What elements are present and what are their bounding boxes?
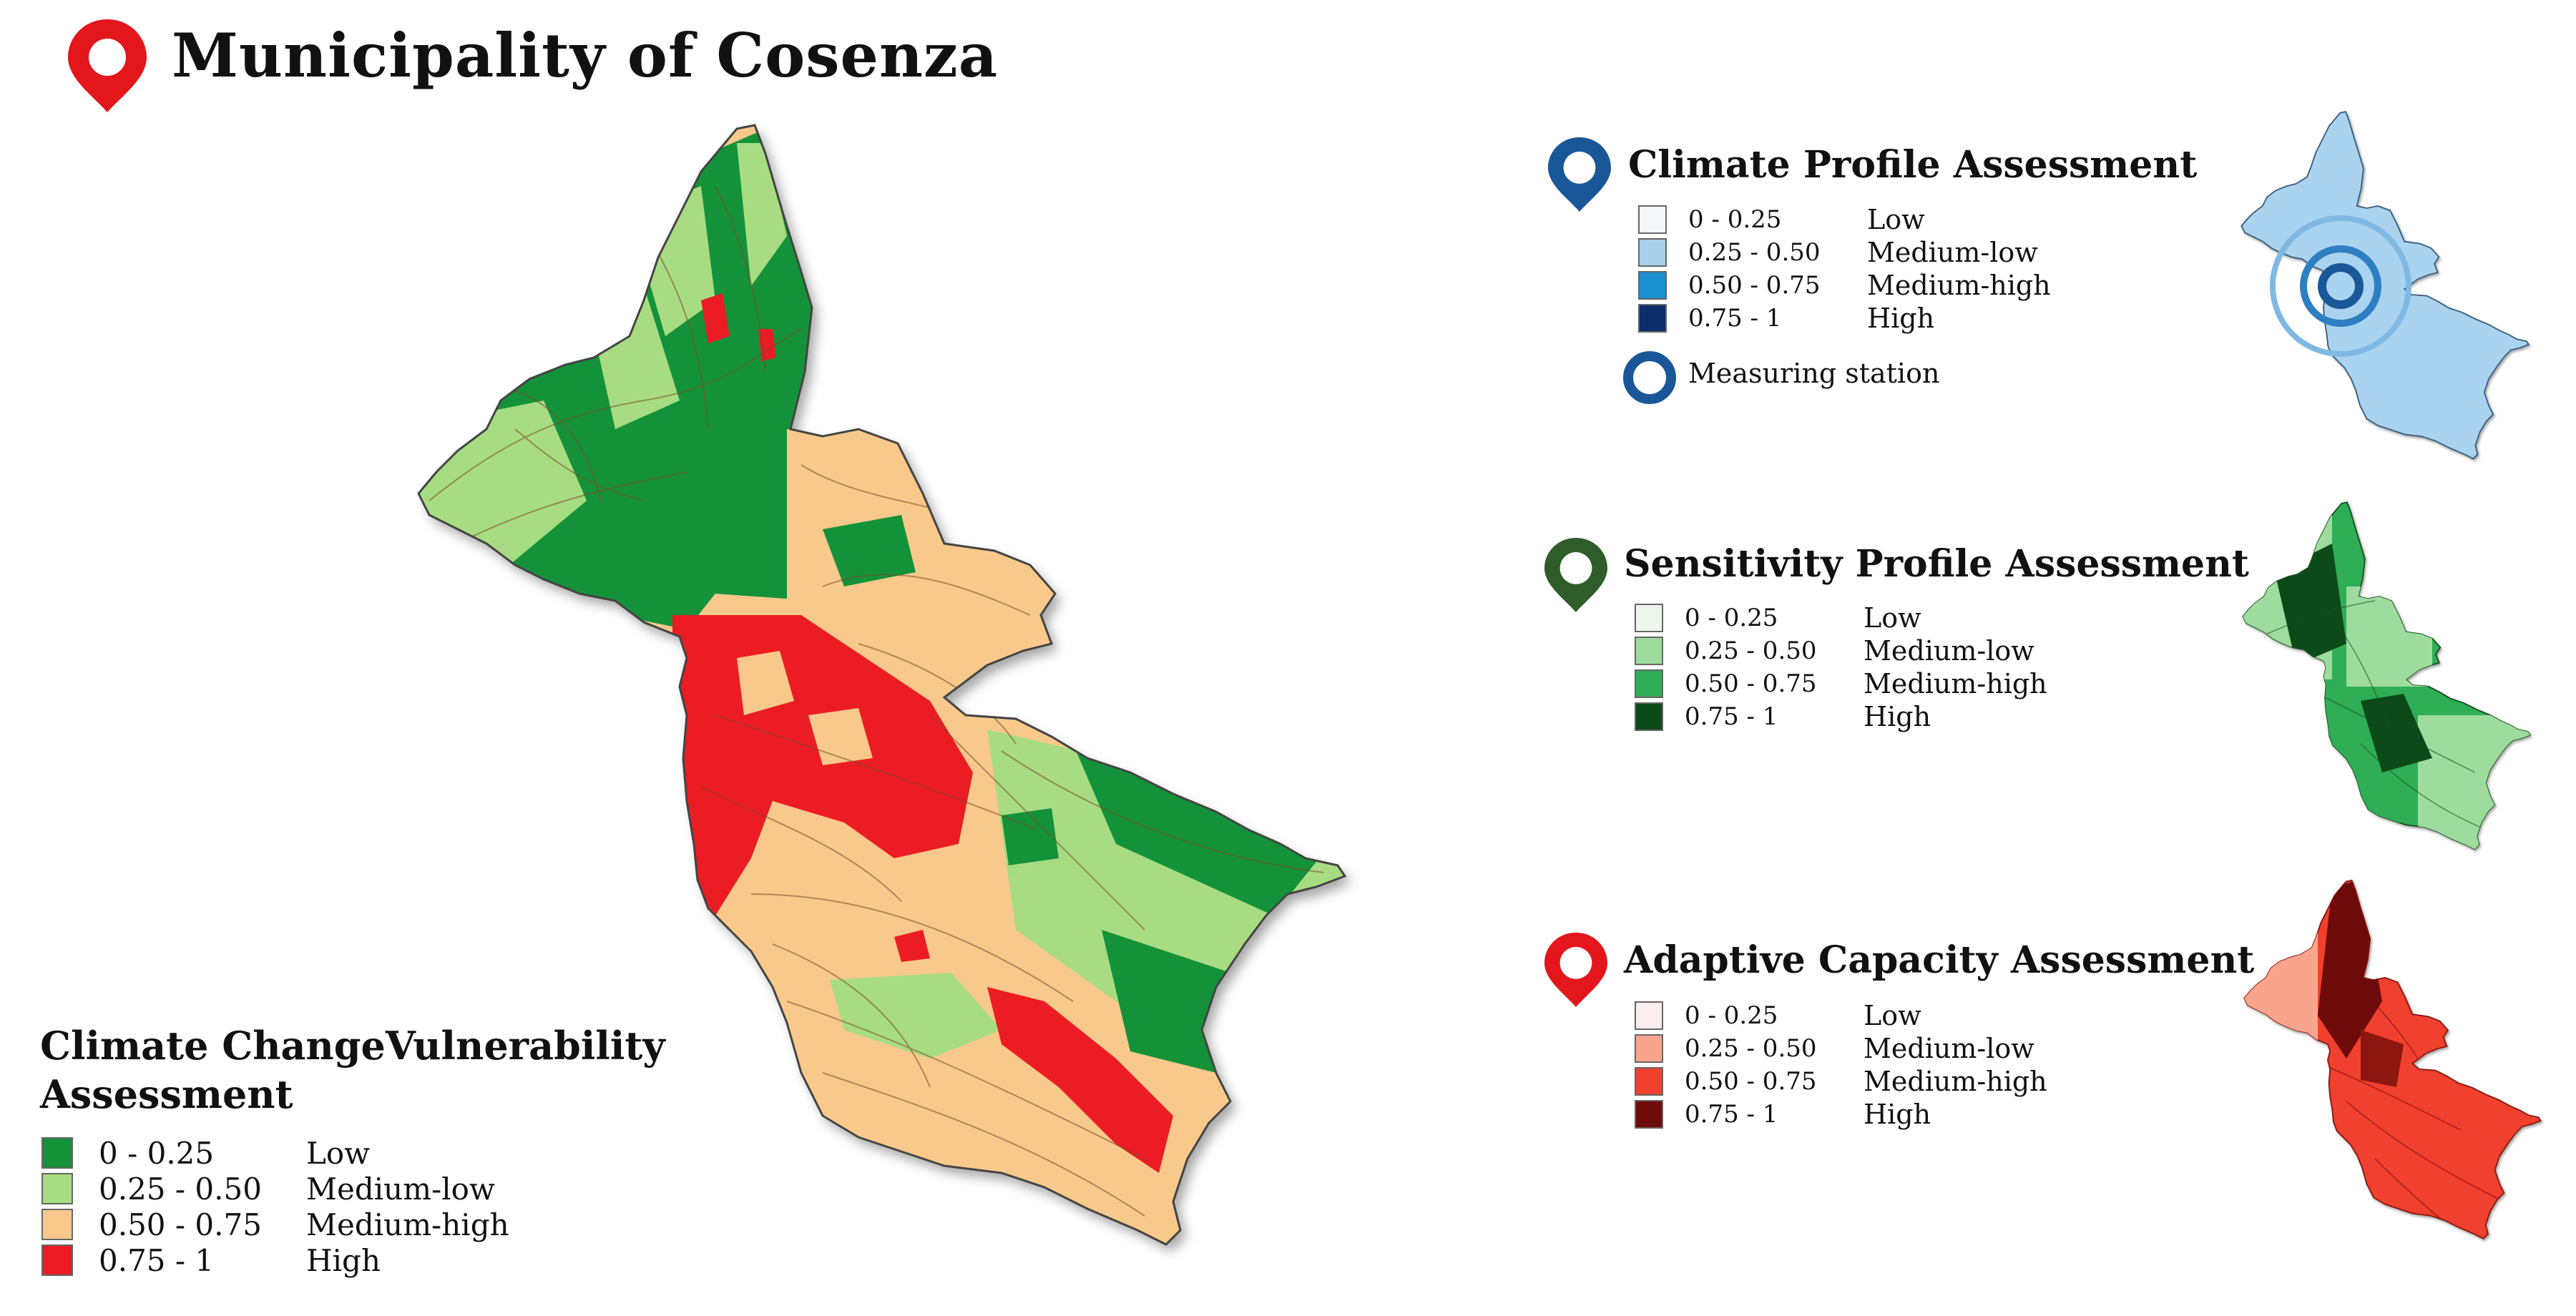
sensitivity-location-pin-icon	[1544, 538, 1607, 612]
legend-swatch	[41, 1137, 73, 1169]
adaptive-capacity-legend-row: 0.50 - 0.75 Medium-high	[1635, 1066, 2047, 1097]
climate-profile-legend-row: 0.75 - 1 High	[1638, 303, 1934, 334]
zone-high-south	[987, 987, 1173, 1173]
adaptive-capacity-legend-row: 0.75 - 1 High	[1635, 1099, 1931, 1130]
legend-level: High	[1864, 701, 1931, 732]
legend-swatch	[1635, 669, 1663, 698]
legend-swatch	[1635, 1067, 1663, 1096]
main-map-legend-row: 0.50 - 0.75 Medium-high	[41, 1207, 509, 1242]
legend-swatch	[41, 1173, 73, 1204]
legend-level: Medium-high	[1867, 270, 2051, 301]
legend-range: 0 - 0.25	[1685, 1001, 1778, 1030]
zone-medium-high-central-3	[758, 830, 830, 887]
main-map-legend-row: 0.75 - 1 High	[41, 1242, 381, 1278]
legend-swatch	[1638, 238, 1667, 267]
adaptive-capacity-legend-row: 0 - 0.25 Low	[1635, 1000, 1921, 1031]
main-map-legend-row: 0 - 0.25 Low	[41, 1135, 371, 1171]
legend-swatch	[41, 1244, 73, 1276]
legend-swatch	[1635, 702, 1663, 731]
adaptive-capacity-map	[2243, 880, 2542, 1239]
sensitivity-profile-legend-row: 0.75 - 1 High	[1635, 701, 1931, 732]
legend-swatch	[1635, 1100, 1663, 1129]
sensitivity-profile-title: Sensitivity Profile Assessment	[1624, 542, 2249, 586]
legend-level: High	[1867, 303, 1935, 334]
zone-medium-low-south	[830, 973, 1001, 1059]
legend-range: 0.50 - 0.75	[1685, 1067, 1817, 1096]
legend-range: 0.50 - 0.75	[1685, 669, 1817, 698]
legend-swatch	[1635, 1001, 1663, 1030]
climate-profile-legend-row: 0.50 - 0.75 Medium-high	[1638, 270, 2051, 301]
legend-range: 0.50 - 0.75	[1688, 271, 1821, 300]
climate-profile-legend-row: 0.25 - 0.50 Medium-low	[1638, 237, 2038, 268]
legend-level: High	[1864, 1099, 1931, 1130]
zone-medium-high-central-1	[737, 651, 794, 715]
adaptive-location-pin-icon	[1544, 933, 1607, 1007]
legend-level: Medium-low	[306, 1171, 495, 1207]
legend-range: 0.25 - 0.50	[1688, 238, 1821, 267]
zone-low-east-1	[823, 515, 916, 586]
measuring-station-icon	[1623, 351, 1676, 404]
climate-profile-legend-row: 0 - 0.25 Low	[1638, 204, 1925, 235]
legend-range: 0.75 - 1	[1685, 1100, 1778, 1129]
legend-range: 0 - 0.25	[99, 1135, 215, 1171]
zone-medium-high-central-2	[808, 708, 873, 765]
legend-swatch	[1638, 271, 1667, 300]
legend-level: Medium-high	[1864, 1066, 2047, 1097]
legend-level: Low	[1864, 602, 1921, 634]
sensitivity-profile-legend-row: 0 - 0.25 Low	[1635, 602, 1921, 634]
legend-range: 0.75 - 1	[1688, 304, 1782, 333]
legend-swatch	[41, 1209, 73, 1240]
legend-level: Low	[1864, 1000, 1921, 1031]
legend-level: Medium-low	[1867, 237, 2038, 268]
zone-medium-low-north-3	[737, 143, 787, 286]
sensitivity-profile-map	[2242, 501, 2531, 850]
zone-low-southeast-1	[1073, 744, 1331, 915]
vulnerability-legend-title-1: Climate ChangeVulnerability	[40, 1023, 665, 1069]
legend-swatch	[1638, 304, 1667, 333]
legend-swatch	[1635, 604, 1663, 632]
zone-high-south-2	[894, 930, 930, 962]
legend-swatch	[1635, 637, 1663, 665]
legend-level: Low	[1867, 204, 1925, 235]
sensitivity-profile-legend-row: 0.50 - 0.75 Medium-high	[1635, 668, 2047, 699]
legend-swatch	[1638, 205, 1667, 234]
legend-level: Medium-low	[1864, 1033, 2034, 1064]
legend-range: 0.25 - 0.50	[1685, 637, 1817, 665]
zone-low-southeast-2	[1102, 930, 1230, 1073]
legend-level: Medium-low	[1864, 635, 2034, 667]
main-map-legend-row: 0.25 - 0.50 Medium-low	[41, 1171, 495, 1207]
measuring-station-label: Measuring station	[1688, 358, 1940, 389]
zone-low-southeast-3	[1001, 808, 1059, 865]
legend-level: Low	[306, 1135, 371, 1171]
climate-profile-title: Climate Profile Assessment	[1628, 143, 2198, 187]
legend-level: High	[306, 1242, 381, 1278]
legend-range: 0.75 - 1	[99, 1242, 215, 1278]
legend-range: 0 - 0.25	[1688, 205, 1782, 234]
legend-level: Medium-high	[306, 1207, 509, 1242]
legend-range: 0.75 - 1	[1685, 702, 1778, 731]
adaptive-capacity-title: Adaptive Capacity Assessment	[1624, 938, 2255, 982]
page-title: Municipality of Cosenza	[172, 20, 999, 91]
legend-level: Medium-high	[1864, 668, 2047, 699]
legend-swatch	[1635, 1034, 1663, 1063]
vulnerability-legend-title-2: Assessment	[40, 1071, 293, 1117]
legend-range: 0 - 0.25	[1685, 604, 1778, 632]
zone-high-north-1	[701, 293, 730, 343]
adaptive-capacity-legend-row: 0.25 - 0.50 Medium-low	[1635, 1033, 2034, 1064]
legend-range: 0.50 - 0.75	[99, 1207, 262, 1242]
climate-location-pin-icon	[1548, 137, 1611, 212]
climate-profile-map	[2240, 111, 2530, 460]
sensitivity-profile-legend-row: 0.25 - 0.50 Medium-low	[1635, 635, 2034, 667]
legend-range: 0.25 - 0.50	[99, 1171, 262, 1207]
title-location-pin-icon	[68, 19, 147, 112]
legend-range: 0.25 - 0.50	[1685, 1034, 1817, 1063]
